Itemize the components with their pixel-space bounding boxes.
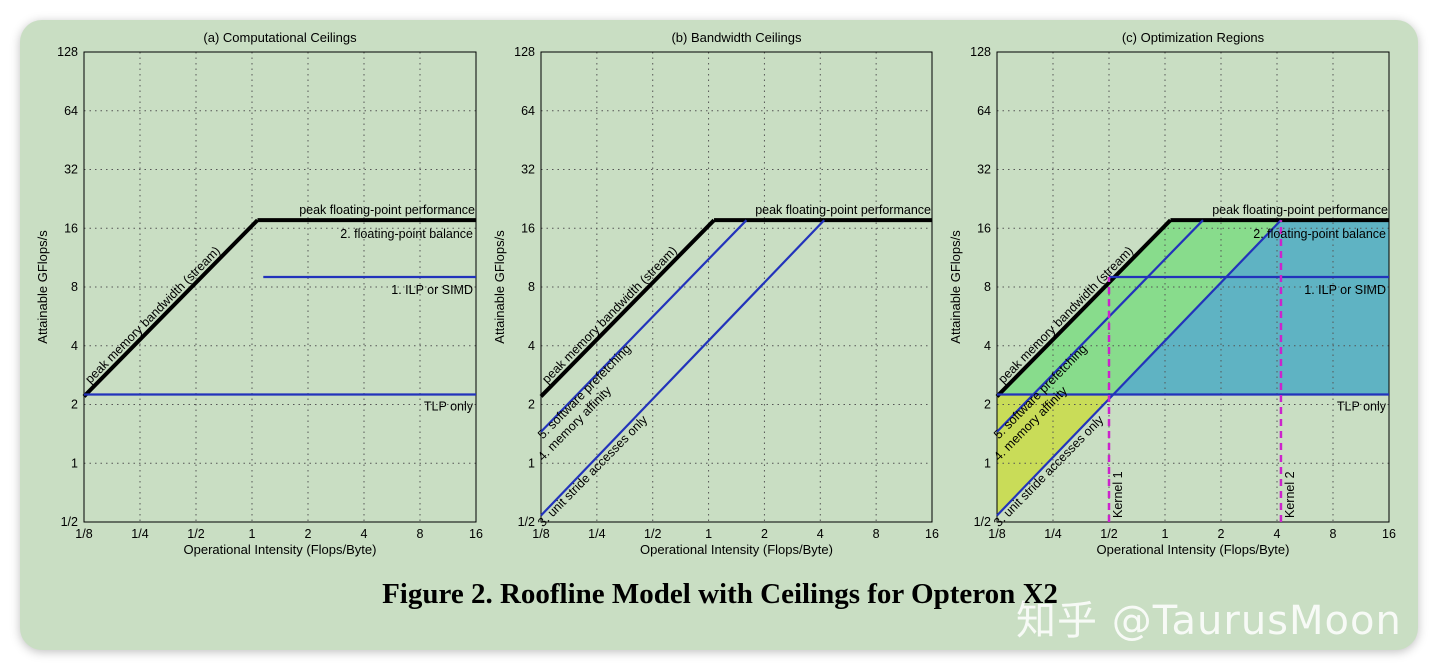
y-tick-label: 32 — [521, 163, 535, 177]
x-tick-label: 16 — [925, 527, 939, 541]
y-tick-label: 1/2 — [518, 515, 535, 529]
x-tick-label: 1 — [705, 527, 712, 541]
plot-frame — [540, 51, 933, 523]
x-axis-label: Operational Intensity (Flops/Byte) — [640, 542, 833, 557]
x-tick-label: 2 — [305, 527, 312, 541]
x-tick-label: 1/2 — [187, 527, 204, 541]
y-tick-label: 64 — [977, 104, 991, 118]
y-tick-label: 1 — [528, 456, 535, 470]
ceiling-line-4-memory-affinity — [996, 219, 1282, 517]
y-tick-label: 2 — [528, 398, 535, 412]
y-tick-label: 128 — [57, 45, 78, 59]
y-axis-label: Attainable GFlops/s — [948, 230, 963, 344]
y-tick-label: 2 — [984, 398, 991, 412]
x-axis-label: Operational Intensity (Flops/Byte) — [184, 542, 377, 557]
y-tick-label: 1 — [71, 456, 78, 470]
label-ilp-simd: 1. ILP or SIMD — [391, 283, 473, 297]
ceiling-line-5-software-prefetching — [996, 219, 1204, 433]
y-tick-label: 1/2 — [61, 515, 78, 529]
x-tick-label: 1/8 — [75, 527, 92, 541]
label-kernel-2: Kernel 2 — [1283, 471, 1297, 518]
y-tick-label: 8 — [71, 280, 78, 294]
region-yellow — [997, 394, 1114, 522]
y-tick-label: 128 — [970, 45, 991, 59]
roof-line-peak-memory-bandwidth-stream — [82, 218, 259, 398]
x-tick-label: 1/2 — [1100, 527, 1117, 541]
y-tick-label: 4 — [71, 339, 78, 353]
x-tick-label: 1/8 — [532, 527, 549, 541]
plot-frame — [83, 51, 477, 523]
label-tlp-only: TLP only — [1337, 400, 1387, 414]
x-tick-label: 1/4 — [1044, 527, 1061, 541]
x-tick-label: 2 — [1218, 527, 1225, 541]
chart-panel-1: 1/8 1/4 1/2 1 2 4 8 16 1/2 1 2 4 8 16 32 64 128 (a) Compu… — [35, 30, 483, 557]
y-tick-label: 128 — [514, 45, 535, 59]
x-tick-label: 8 — [417, 527, 424, 541]
x-tick-label: 8 — [1330, 527, 1337, 541]
chart-title: (a) Computational Ceilings — [203, 30, 357, 45]
x-tick-label: 16 — [1382, 527, 1396, 541]
y-tick-label: 64 — [521, 104, 535, 118]
figure-caption: Figure 2. Roofline Model with Ceilings f… — [382, 578, 1058, 610]
x-tick-label: 16 — [469, 527, 483, 541]
label-peak-floating-point: peak floating-point performance — [1212, 203, 1388, 217]
y-tick-label: 16 — [977, 221, 991, 235]
x-tick-label: 4 — [361, 527, 368, 541]
y-tick-label: 8 — [984, 280, 991, 294]
ceiling-line-5-software-prefetching — [540, 219, 748, 433]
y-tick-label: 1 — [984, 456, 991, 470]
x-tick-label: 1/4 — [588, 527, 605, 541]
label-peak-floating-point: peak floating-point performance — [755, 203, 931, 217]
y-tick-label: 1/2 — [974, 515, 991, 529]
chart-panel-2: 1/8 1/4 1/2 1 2 4 8 16 1/2 1 2 4 8 16 32 64 128 (b) Bandw… — [492, 30, 939, 557]
x-tick-label: 1/4 — [131, 527, 148, 541]
plot-area — [84, 52, 476, 522]
y-tick-label: 32 — [64, 163, 78, 177]
y-axis-label: Attainable GFlops/s — [492, 230, 507, 344]
x-tick-label: 8 — [873, 527, 880, 541]
roof-line-peak-memory-bandwidth-stream — [995, 218, 1172, 398]
watermark: 知乎 @TaurusMoon — [1016, 598, 1402, 644]
x-axis-label: Operational Intensity (Flops/Byte) — [1097, 542, 1290, 557]
x-tick-label: 1 — [249, 527, 256, 541]
label-floating-point-balance: 2. floating-point balance — [340, 227, 473, 241]
region-blue — [1113, 220, 1389, 395]
chart-title: (b) Bandwidth Ceilings — [671, 30, 802, 45]
label-peak-floating-point: peak floating-point performance — [299, 203, 475, 217]
chart-panel-3: 1/8 1/4 1/2 1 2 4 8 16 1/2 1 2 4 8 16 32 64 128 (c) Optim… — [948, 30, 1396, 557]
y-tick-label: 4 — [528, 339, 535, 353]
x-tick-label: 2 — [761, 527, 768, 541]
y-tick-label: 2 — [71, 398, 78, 412]
y-tick-label: 4 — [984, 339, 991, 353]
y-tick-label: 16 — [64, 221, 78, 235]
y-tick-label: 8 — [528, 280, 535, 294]
plot-area — [541, 52, 932, 522]
label-floating-point-balance: 2. floating-point balance — [1253, 227, 1386, 241]
x-tick-label: 1/8 — [988, 527, 1005, 541]
y-tick-label: 64 — [64, 104, 78, 118]
y-tick-label: 16 — [521, 221, 535, 235]
label-kernel-1: Kernel 1 — [1111, 471, 1125, 518]
plot-frame — [996, 51, 1390, 523]
x-tick-label: 4 — [817, 527, 824, 541]
x-tick-label: 1 — [1162, 527, 1169, 541]
roof-line-peak-memory-bandwidth-stream — [539, 218, 716, 398]
y-axis-label: Attainable GFlops/s — [35, 230, 50, 344]
ceiling-line-4-memory-affinity — [540, 219, 826, 517]
chart-title: (c) Optimization Regions — [1122, 30, 1265, 45]
label-tlp-only: TLP only — [424, 400, 474, 414]
x-tick-label: 1/2 — [644, 527, 661, 541]
label-ilp-simd: 1. ILP or SIMD — [1304, 283, 1386, 297]
y-tick-label: 32 — [977, 163, 991, 177]
x-tick-label: 4 — [1274, 527, 1281, 541]
